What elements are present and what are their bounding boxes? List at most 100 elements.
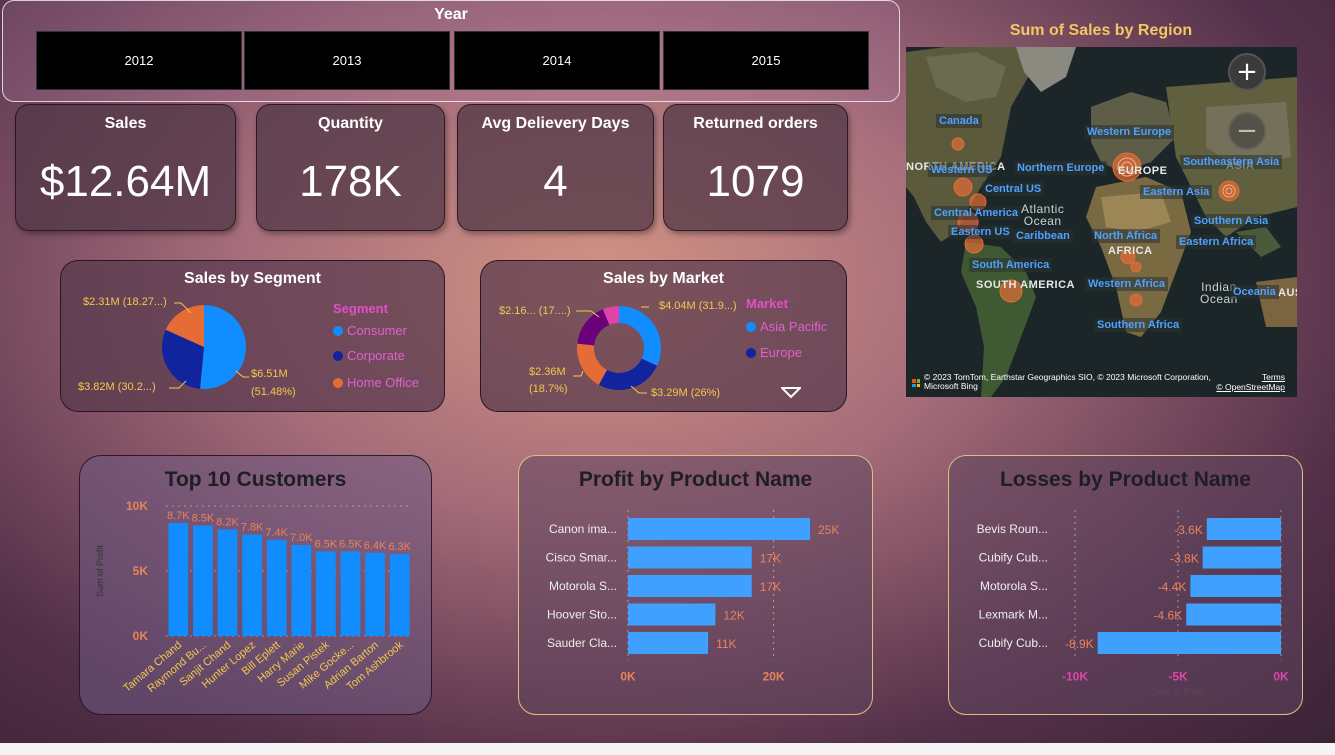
bar-product[interactable] — [1190, 575, 1281, 597]
map-region-southeastern-asia[interactable]: Southeastern Asia — [1180, 155, 1283, 169]
map-region-caribbean[interactable]: Caribbean — [1013, 229, 1073, 243]
top-customers-card[interactable]: Top 10 Customers 0K 5K 10K Sum of Profit 8.7… — [79, 455, 432, 715]
bar-customer[interactable] — [365, 552, 385, 636]
y-axis-title: Sum of Profit — [95, 544, 105, 597]
map-bubble[interactable] — [1218, 180, 1240, 202]
bar-customer[interactable] — [217, 529, 238, 636]
year-option-2014[interactable]: 2014 — [454, 31, 660, 90]
year-option-2012[interactable]: 2012 — [36, 31, 242, 90]
bar-data-label: 12K — [723, 609, 744, 623]
bar-product[interactable] — [1202, 546, 1281, 569]
map-region-eastern-africa[interactable]: Eastern Africa — [1176, 235, 1257, 249]
bar-product[interactable] — [1206, 518, 1281, 540]
bar-product[interactable] — [628, 518, 810, 540]
bar-product[interactable] — [1186, 603, 1281, 626]
legend-item-europe[interactable]: Europe — [746, 345, 802, 360]
map-region-western-africa[interactable]: Western Africa — [1085, 277, 1169, 291]
map-region-southern-africa[interactable]: Southern Africa — [1094, 318, 1183, 332]
bar-customer[interactable] — [266, 539, 287, 636]
kpi-title: Sales — [104, 115, 147, 132]
map-bubble[interactable] — [1130, 261, 1142, 273]
kpi-card-sales[interactable]: Sales $12.64M — [15, 104, 236, 231]
market-donut-chart[interactable] — [481, 261, 848, 413]
segment-pie-chart[interactable] — [61, 261, 446, 413]
bar-product[interactable] — [628, 546, 752, 569]
sales-by-market-card[interactable]: Sales by Market $2.16... (17....) $4.04M… — [480, 260, 847, 412]
map-region-eastern-asia[interactable]: Eastern Asia — [1140, 185, 1213, 199]
bar-product[interactable] — [1097, 632, 1281, 654]
map-label-south-america: SOUTH AMERICA — [976, 279, 1075, 291]
map-zoom-in-button[interactable]: + — [1228, 53, 1266, 91]
legend-dot — [333, 325, 343, 336]
map-region-north-africa[interactable]: North Africa — [1091, 229, 1161, 243]
map-region-western-europe[interactable]: Western Europe — [1084, 125, 1175, 139]
kpi-title: Quantity — [318, 115, 383, 132]
y-category-label: Hoover Sto... — [547, 608, 617, 622]
kpi-card-avg-delivery-days[interactable]: Avg Delievery Days 4 — [457, 104, 654, 231]
bar-product[interactable] — [628, 632, 709, 654]
donut-slice-4[interactable] — [577, 309, 610, 346]
pie-slice-corporate[interactable] — [162, 329, 204, 389]
map-bubble[interactable] — [1112, 152, 1142, 182]
map-zoom-out-button[interactable]: − — [1228, 112, 1266, 150]
year-option-2013[interactable]: 2013 — [244, 31, 450, 90]
donut-slice-3[interactable] — [577, 343, 607, 385]
legend-item-home-office[interactable]: Home Office — [333, 375, 419, 390]
map-region-oceania[interactable]: Oceania — [1230, 285, 1279, 299]
bar-customer[interactable] — [340, 551, 361, 637]
legend-dot — [746, 347, 756, 358]
legend-item-consumer[interactable]: Consumer — [333, 323, 407, 338]
year-option-2015[interactable]: 2015 — [663, 31, 869, 90]
map-region-western-us[interactable]: Western US — [928, 163, 996, 177]
segment-label-corporate: $3.82M (30.2...) — [78, 381, 156, 393]
market-label-europe: $3.29M (26%) — [651, 387, 721, 399]
bar-data-label: -4.4K — [1158, 580, 1187, 594]
map-terms-link[interactable]: Terms © OpenStreetMap — [1216, 372, 1285, 392]
bar-customer[interactable] — [316, 551, 336, 637]
losses-by-product-bar-chart[interactable]: -10K -5K 0K Sum of Profit Bevis Roun... -3.6K… — [949, 456, 1304, 716]
kpi-card-returned-orders[interactable]: Returned orders 1079 — [663, 104, 848, 231]
map-region-central-us[interactable]: Central US — [982, 182, 1045, 196]
map-bubble[interactable] — [999, 279, 1023, 303]
bar-data-label: 8.5K — [192, 513, 215, 525]
donut-slice-1[interactable] — [619, 306, 661, 366]
pie-slice-consumer[interactable] — [200, 305, 247, 389]
map-region-south-america[interactable]: South America — [969, 258, 1053, 272]
year-slicer-title: Year — [434, 6, 468, 23]
kpi-value: 4 — [543, 157, 568, 206]
bar-data-label: 17K — [760, 552, 781, 566]
bar-customer[interactable] — [168, 522, 189, 636]
map-bubble[interactable] — [951, 137, 965, 151]
profit-by-product-bar-chart[interactable]: 0K 20K Sum of Profit Canon ima... 25K Cisco S… — [519, 456, 874, 716]
map-bubble[interactable] — [1129, 293, 1143, 307]
profit-by-product-card[interactable]: Profit by Product Name 0K 20K Sum of Profi… — [518, 455, 873, 715]
bar-customer[interactable] — [193, 525, 213, 637]
pie-slice-home-office[interactable] — [165, 305, 204, 347]
legend-scroll-down-icon[interactable] — [781, 387, 801, 399]
map-region-northern-europe[interactable]: Northern Europe — [1014, 161, 1108, 175]
leader-line — [576, 310, 600, 318]
kpi-card-quantity[interactable]: Quantity 178K — [256, 104, 445, 231]
map-region-central-america[interactable]: Central America — [931, 206, 1021, 220]
bar-product[interactable] — [628, 575, 752, 597]
bar-customer[interactable] — [291, 545, 312, 636]
legend-item-asia-pacific[interactable]: Asia Pacific — [746, 319, 827, 334]
losses-by-product-card[interactable]: Losses by Product Name -10K -5K 0K Sum of P… — [948, 455, 1303, 715]
bar-data-label: 6.4K — [364, 540, 387, 552]
donut-slice-5[interactable] — [602, 306, 619, 325]
sales-by-segment-card[interactable]: Sales by Segment $2.31M (18.27...) $3.82… — [60, 260, 445, 412]
map-region-southern-asia[interactable]: Southern Asia — [1191, 214, 1272, 228]
donut-slice-2[interactable] — [598, 358, 658, 390]
bar-customer[interactable] — [242, 534, 262, 636]
segment-label-consumer-value: $6.51M — [251, 368, 288, 380]
map-region-eastern-us[interactable]: Eastern US — [948, 225, 1013, 239]
bar-product[interactable] — [628, 603, 716, 626]
map-bubble[interactable] — [1120, 249, 1136, 265]
bar-customer[interactable] — [389, 554, 410, 636]
map-bubble[interactable] — [953, 177, 973, 197]
map-region-canada[interactable]: Canada — [936, 114, 982, 128]
bar-data-label: -8.9K — [1065, 637, 1094, 651]
legend-item-corporate[interactable]: Corporate — [333, 348, 405, 363]
